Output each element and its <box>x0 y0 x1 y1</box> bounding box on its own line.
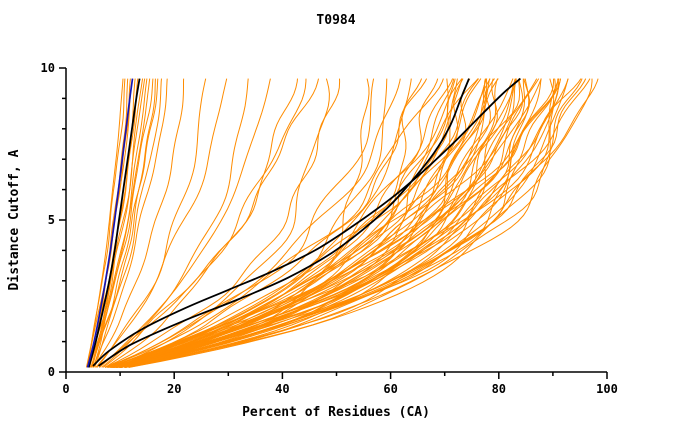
ensemble-curve <box>119 78 599 368</box>
chart-title: T0984 <box>316 13 355 28</box>
ensemble-curve <box>89 78 139 368</box>
plot-area: 0 20 40 60 80 100 0 5 10 <box>41 61 618 396</box>
x-axis-label: Percent of Residues (CA) <box>242 405 430 420</box>
ensemble-curve <box>107 78 488 368</box>
ensemble-curve <box>101 78 249 368</box>
ensemble-curve <box>120 78 569 368</box>
y-tick-label: 10 <box>41 61 55 75</box>
ensemble-curve <box>109 78 449 368</box>
y-tick-label: 5 <box>48 213 55 227</box>
ensemble-curve <box>121 78 593 368</box>
ensemble-curve <box>128 78 531 368</box>
ensemble-curve <box>94 78 162 368</box>
y-axis-label: Distance Cutoff, A <box>7 149 22 290</box>
ensemble-curve <box>116 78 521 368</box>
highlight-curve <box>98 78 470 367</box>
ensemble-curve <box>113 78 524 368</box>
x-tick-label: 40 <box>275 382 289 396</box>
ensemble-curve <box>86 78 133 368</box>
ensemble-curve <box>98 78 307 368</box>
ensemble-curve <box>90 78 156 368</box>
highlight-curve <box>92 77 521 367</box>
ensemble-curve <box>115 78 569 368</box>
ensemble-curve <box>88 78 151 368</box>
ensemble-curve <box>95 78 228 368</box>
ensemble-curve <box>119 78 370 368</box>
ensemble-curve <box>96 78 207 368</box>
y-tick-label: 0 <box>48 365 55 379</box>
ensemble-curve <box>108 78 491 368</box>
ensemble-curve <box>115 78 412 368</box>
x-tick-label: 60 <box>383 382 397 396</box>
ensemble-curve <box>124 78 530 368</box>
ensemble-curve <box>99 78 271 368</box>
ensemble-curve <box>120 78 555 368</box>
ensemble-curve <box>92 78 154 368</box>
ensemble-curve <box>125 78 583 368</box>
ensemble-curve <box>112 78 517 368</box>
ensemble-curve <box>111 78 499 368</box>
ensemble-curve <box>115 78 482 368</box>
ensemble-curve <box>121 78 498 368</box>
x-tick-label: 0 <box>62 382 69 396</box>
ensemble-curve <box>110 78 428 368</box>
ensemble-curve <box>118 78 591 368</box>
ensemble-curve <box>106 78 401 368</box>
x-tick-label: 20 <box>167 382 181 396</box>
ensemble-curve <box>118 78 538 368</box>
ensemble-curve <box>120 78 439 368</box>
ensemble-curve <box>110 78 582 368</box>
ensemble-curve <box>92 78 168 368</box>
ensemble-curve <box>90 78 146 368</box>
ensemble-curve <box>106 78 444 368</box>
ensemble-curve <box>121 78 559 368</box>
ensemble-curve <box>110 78 540 368</box>
x-tick-label: 100 <box>596 382 618 396</box>
ensemble-curve <box>102 78 319 368</box>
ensemble-curve <box>92 78 185 368</box>
ensemble-curve <box>104 78 375 368</box>
ensemble-curve <box>88 78 144 368</box>
ensemble-curve <box>90 78 159 368</box>
reference-curve <box>86 78 134 368</box>
highlight-curve <box>87 78 141 368</box>
ensemble-curve <box>112 78 388 368</box>
ensemble-curve <box>87 78 126 368</box>
x-tick-label: 80 <box>492 382 506 396</box>
